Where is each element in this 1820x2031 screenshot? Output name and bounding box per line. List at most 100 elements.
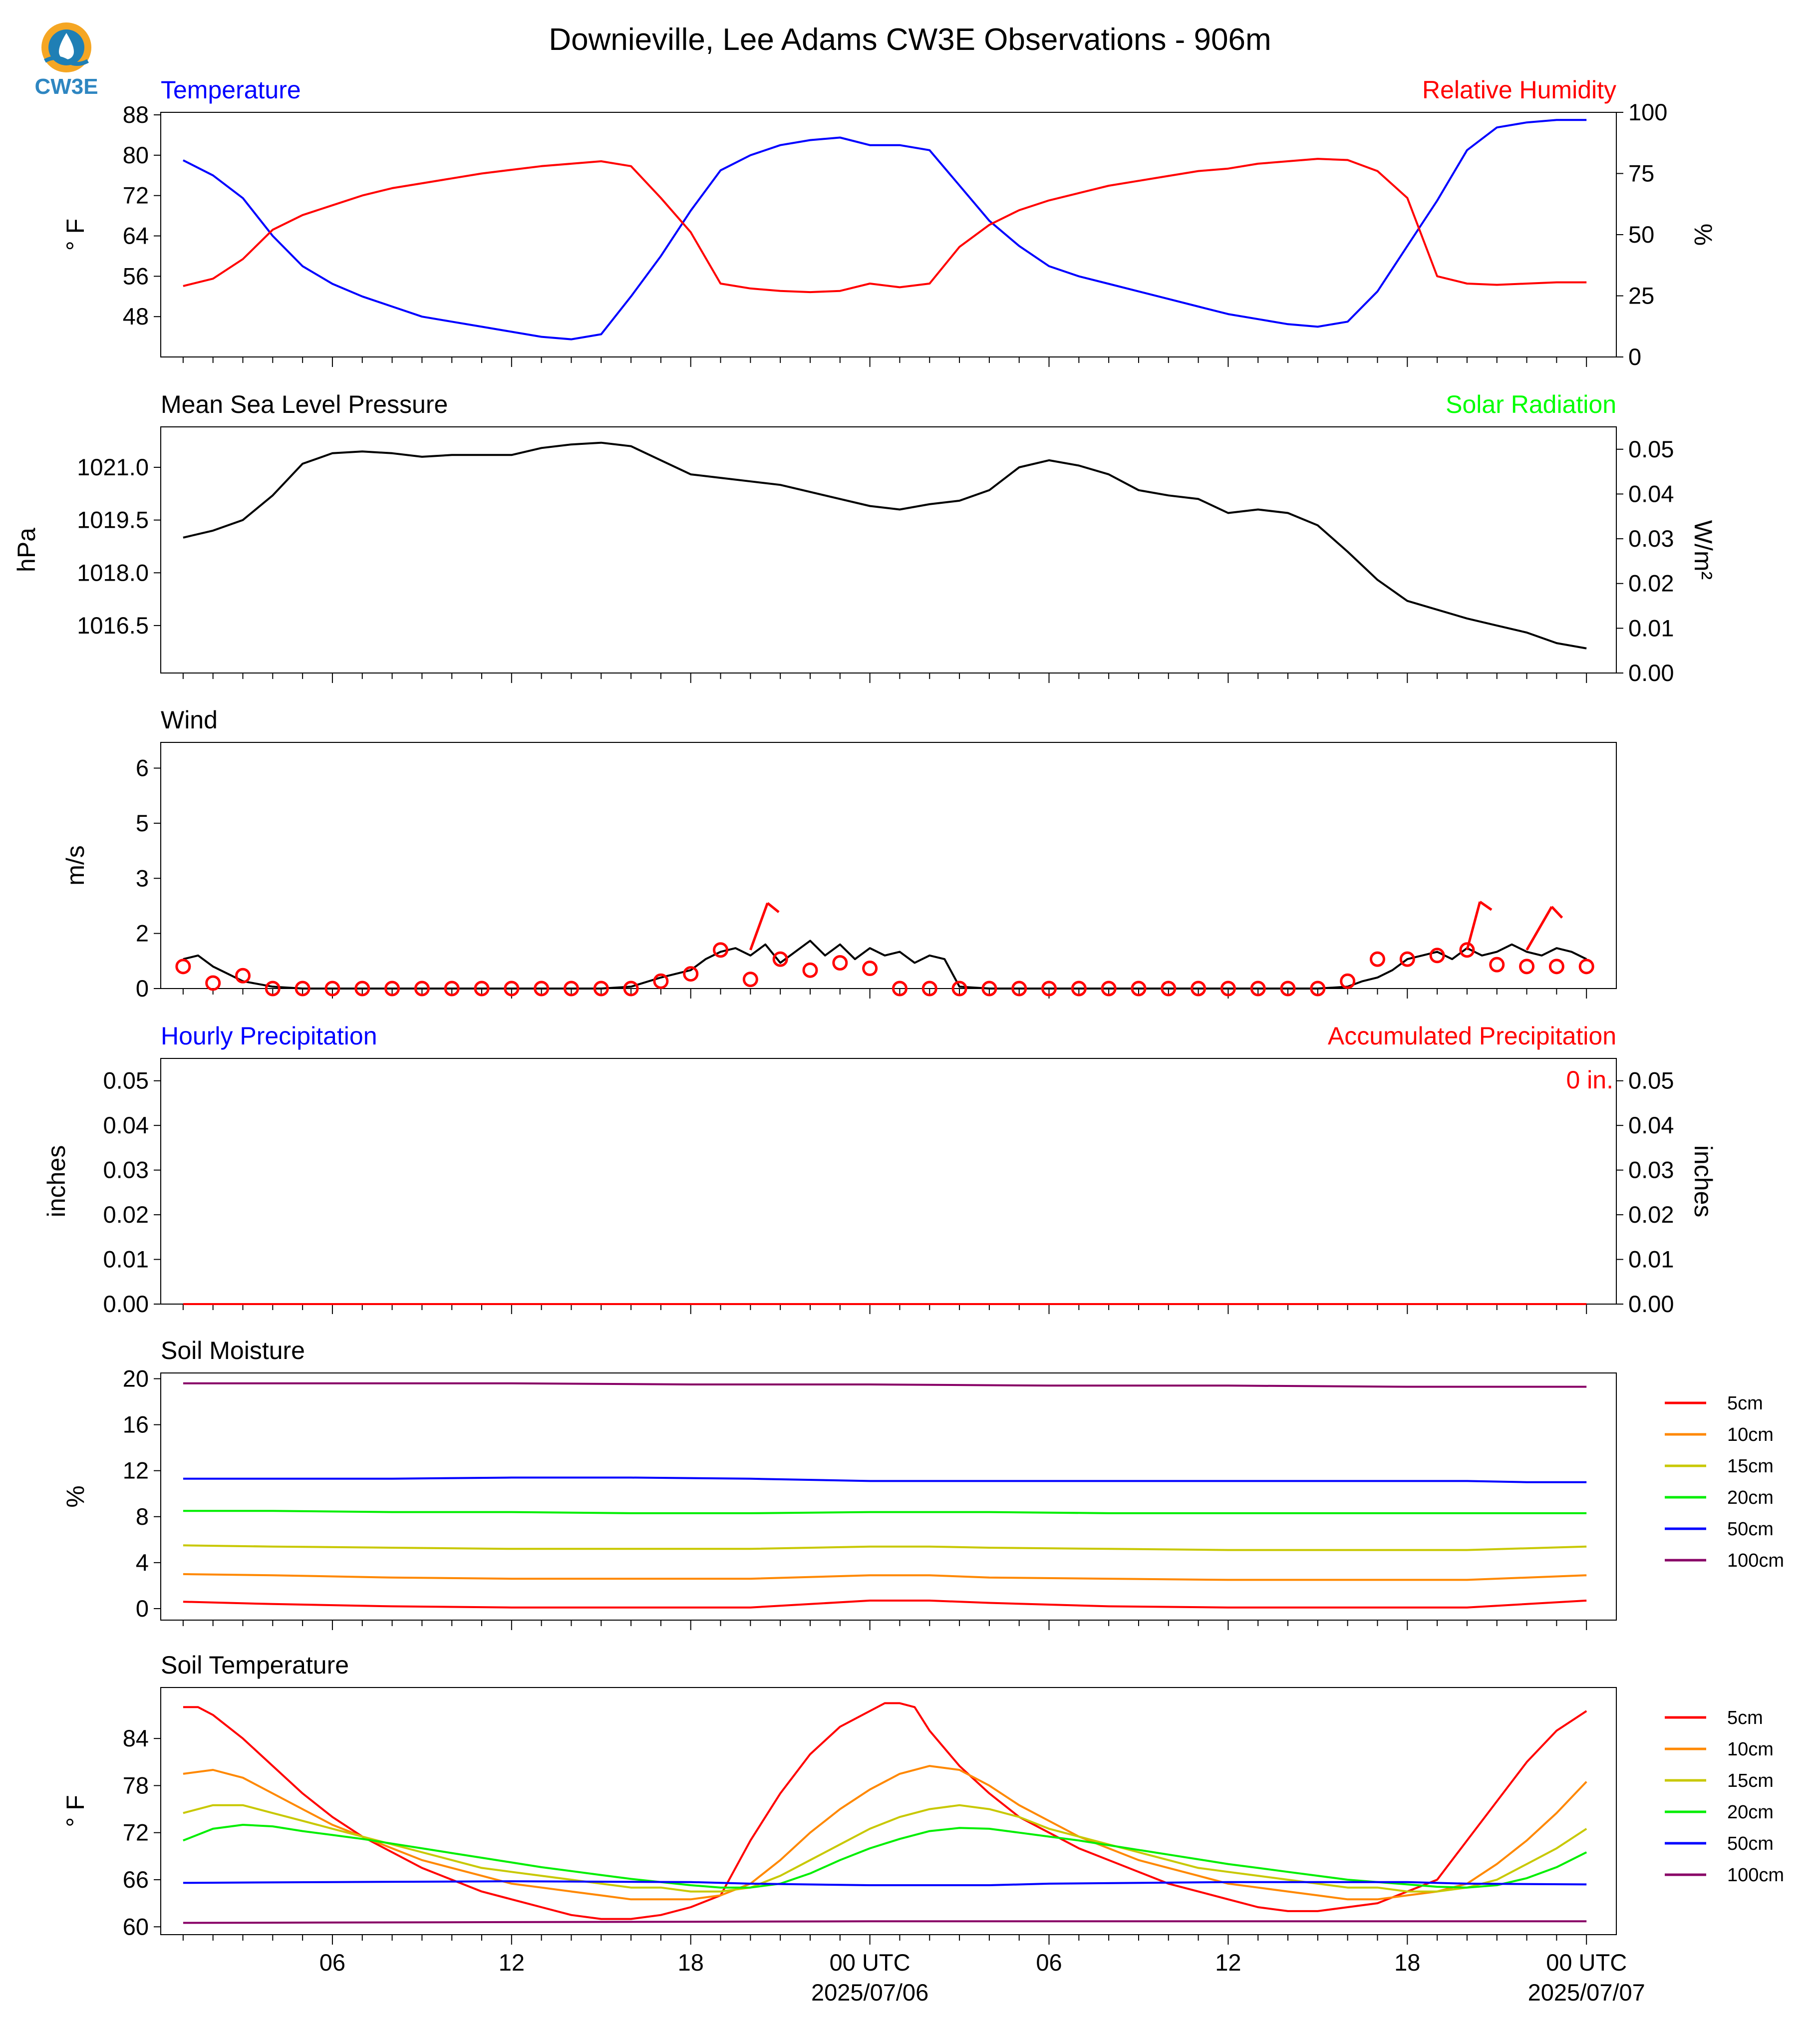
y-tick-label: 3 <box>136 865 149 891</box>
y-tick-label-right: 0.01 <box>1628 615 1674 641</box>
gust-marker <box>593 981 609 997</box>
x-tick-label: 18 <box>678 1949 704 1976</box>
gust-marker <box>1459 942 1475 958</box>
panel-title-left: Soil Moisture <box>161 1337 305 1364</box>
y-tick-label: 64 <box>123 223 149 249</box>
gust-marker <box>802 962 818 978</box>
y-tick-label-right: 50 <box>1628 221 1654 248</box>
gust-marker <box>324 981 340 997</box>
y-tick-label: 72 <box>123 182 149 209</box>
panel-title-right: Relative Humidity <box>1422 76 1616 104</box>
gust-marker <box>205 975 221 991</box>
x-tick-label: 06 <box>1036 1949 1062 1976</box>
gust-marker <box>1161 981 1177 997</box>
series-line <box>183 1573 1587 1581</box>
panel-frame <box>160 112 1617 357</box>
accumulated-total-label: 0 in. <box>1566 1066 1613 1094</box>
panel-frame <box>160 426 1617 674</box>
gust-marker <box>921 981 937 997</box>
series-line <box>183 1599 1587 1609</box>
gust-marker <box>1280 981 1296 997</box>
wind-barb-staff <box>1466 901 1482 951</box>
panel-title-left: Hourly Precipitation <box>161 1022 377 1050</box>
y-tick-label: 1016.5 <box>77 612 149 639</box>
gust-marker <box>1489 957 1505 973</box>
y-axis-label-right: % <box>1689 224 1717 246</box>
y-tick-label-right: 0 <box>1628 343 1641 370</box>
y-tick-label-right: 0.03 <box>1628 1157 1674 1183</box>
gust-marker <box>862 961 878 977</box>
gust-marker <box>1578 959 1594 975</box>
y-tick-label: 5 <box>136 810 149 836</box>
legend: 5cm 10cm 15cm 20cm 50cm 100cm <box>1665 1707 1784 1886</box>
y-tick-label-right: 0.04 <box>1628 1112 1674 1138</box>
y-tick-label: 48 <box>123 303 149 330</box>
legend-label: 50cm <box>1727 1833 1774 1854</box>
gust-marker <box>504 981 520 997</box>
series-line <box>183 1544 1587 1551</box>
gust-marker <box>354 981 370 997</box>
y-tick-label-right: 100 <box>1628 99 1667 125</box>
legend-label: 5cm <box>1727 1707 1763 1728</box>
y-tick-label-right: 0.01 <box>1628 1246 1674 1273</box>
panel-title-left: Soil Temperature <box>161 1651 349 1679</box>
legend-label: 5cm <box>1727 1393 1763 1414</box>
gust-marker <box>1071 981 1087 997</box>
logo-wave-icon <box>44 56 89 66</box>
x-tick-label: 00 UTC <box>830 1949 910 1976</box>
gust-marker <box>534 981 550 997</box>
x-tick-label: 06 <box>319 1949 345 1976</box>
y-tick-label-right: 0.02 <box>1628 570 1674 597</box>
panel-frame <box>160 742 1617 989</box>
y-tick-label-right: 25 <box>1628 283 1654 309</box>
series-line <box>183 158 1587 294</box>
gust-marker <box>1041 981 1057 997</box>
legend-label: 20cm <box>1727 1802 1774 1823</box>
x-date-label: 2025/07/07 <box>1528 1979 1645 2006</box>
y-axis-label-right: W/m² <box>1689 520 1717 580</box>
gust-marker <box>653 973 669 989</box>
gust-marker <box>1011 981 1027 997</box>
gust-marker <box>1131 981 1147 997</box>
gust-marker <box>1399 951 1415 967</box>
gust-marker <box>175 959 191 975</box>
gust-marker <box>623 981 639 997</box>
gust-marker <box>474 981 490 997</box>
y-tick-label-right: 0.03 <box>1628 525 1674 552</box>
y-tick-label: 84 <box>123 1725 149 1751</box>
y-tick-label: 0.00 <box>103 1291 149 1317</box>
y-tick-label: 1019.5 <box>77 507 149 533</box>
series-line <box>183 441 1587 650</box>
panel-pressure: Mean Sea Level Pressure Solar Radiation 10… <box>12 390 1717 686</box>
panel-soil_temperature: Soil Temperature 60 66 72 78 84 ° F 5cm 10cm 15cm… <box>61 1651 1784 2006</box>
y-axis-label: % <box>61 1485 89 1507</box>
wind-barb-staff <box>749 902 769 951</box>
wind-barb-flag <box>1550 906 1563 919</box>
series-line <box>183 1476 1587 1483</box>
gust-marker <box>384 981 400 997</box>
gust-marker <box>1340 973 1356 989</box>
panels-layer: Temperature Relative Humidity485664728088… <box>12 76 1784 2006</box>
legend-label: 50cm <box>1727 1519 1774 1540</box>
gust-marker <box>832 955 848 971</box>
series-line <box>183 1804 1587 1893</box>
y-axis-label: ° F <box>61 219 89 251</box>
legend-label: 10cm <box>1727 1424 1774 1445</box>
cw3e-logo: CW3E <box>34 22 98 99</box>
gust-marker <box>1250 981 1266 997</box>
series-line <box>183 1510 1587 1514</box>
y-tick-label-right: 0.05 <box>1628 1067 1674 1094</box>
y-tick-label: 1018.0 <box>77 559 149 586</box>
legend-label: 10cm <box>1727 1739 1774 1760</box>
y-tick-label: 72 <box>123 1819 149 1846</box>
y-tick-label: 88 <box>123 101 149 128</box>
gust-marker <box>414 981 430 997</box>
y-tick-label-right: 0.00 <box>1628 660 1674 686</box>
gust-marker <box>742 972 758 988</box>
panel-precipitation: Hourly Precipitation Accumulated Precipit… <box>42 1022 1717 1317</box>
legend-label: 15cm <box>1727 1456 1774 1477</box>
x-tick-label: 12 <box>1215 1949 1241 1976</box>
gust-marker <box>981 981 997 997</box>
